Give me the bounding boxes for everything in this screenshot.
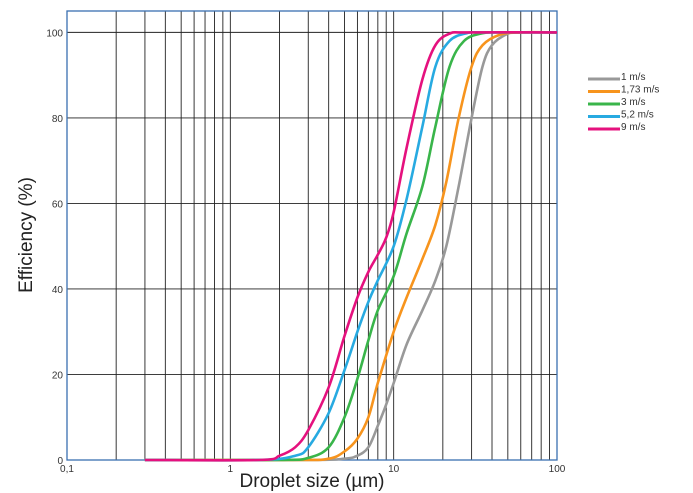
- y-tick-label: 20: [52, 370, 64, 381]
- legend: 1 m/s 1,73 m/s3 m/s 5,2 m/s9 m/s: [588, 72, 659, 133]
- x-tick-label: 100: [549, 464, 566, 475]
- series-line: [144, 31, 558, 462]
- legend-label: 5,2 m/s: [621, 110, 654, 121]
- x-axis-title: Droplet size (µm): [239, 471, 384, 492]
- x-tick-label: 0,1: [60, 464, 74, 475]
- y-tick-label: 40: [52, 285, 64, 296]
- y-tick-label: 80: [52, 114, 64, 125]
- series-line: [144, 31, 558, 462]
- x-tick-label: 10: [388, 464, 400, 475]
- y-tick-labels: 0 20 40 60 80 100: [46, 28, 63, 467]
- series-line: [144, 30, 558, 462]
- x-tick-label: 1: [228, 464, 234, 475]
- legend-label: 1 m/s: [621, 72, 645, 83]
- y-axis-title: Efficiency (%): [16, 177, 37, 293]
- legend-label: 3 m/s: [621, 97, 645, 108]
- series-layer: [144, 30, 558, 462]
- legend-label: 1,73 m/s: [621, 85, 659, 96]
- plot-border: [66, 10, 558, 461]
- x-tick-labels: 0,1 1 10 100: [60, 464, 566, 475]
- y-tick-label: 0: [57, 456, 63, 467]
- series-line: [144, 31, 558, 462]
- grid: [67, 11, 557, 460]
- y-tick-label: 100: [46, 28, 63, 39]
- legend-label: 9 m/s: [621, 122, 645, 133]
- series-line: [144, 31, 558, 462]
- y-tick-label: 60: [52, 199, 64, 210]
